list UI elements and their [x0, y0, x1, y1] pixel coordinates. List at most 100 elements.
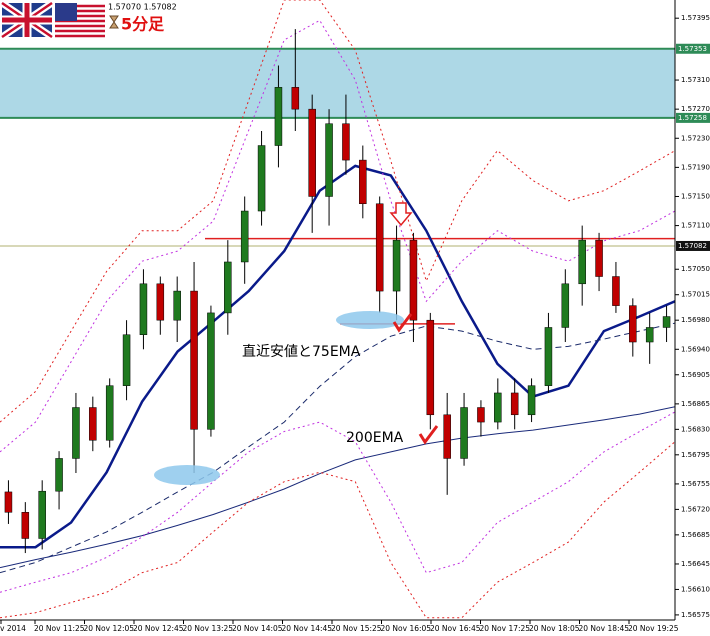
x-tick-label: 20 Nov 13:25: [183, 624, 234, 633]
candle-body: [257, 145, 266, 212]
candle-body: [443, 414, 451, 459]
y-tick-label: 1.57310: [681, 76, 710, 84]
candle-body: [629, 305, 637, 343]
candle-body: [308, 108, 316, 197]
candle-body: [510, 392, 519, 416]
y-tick-label: 1.57110: [681, 222, 710, 230]
candle-body: [342, 123, 350, 161]
y-tick-label: 1.56645: [681, 560, 710, 568]
candle-body: [561, 283, 570, 328]
candle-body: [460, 407, 468, 459]
x-tick-label: v 2014: [0, 624, 26, 633]
x-tick-label: 20 Nov 18:45: [579, 624, 630, 633]
x-tick-label: 20 Nov 14:45: [282, 624, 333, 633]
candle-body: [139, 283, 148, 335]
y-tick-label: 1.57050: [681, 265, 710, 273]
level-label: 1.57353: [678, 45, 707, 53]
indicator-line: [0, 322, 675, 574]
y-tick-label: 1.56865: [681, 400, 710, 408]
us-flag-canton: [55, 3, 77, 21]
current-label: 1.57082: [678, 242, 707, 250]
uk-flag-cross: [2, 3, 52, 37]
candle-body: [325, 123, 333, 197]
y-tick-label: 1.56720: [681, 505, 710, 513]
y-tick-label: 1.56685: [681, 531, 710, 539]
candle-body: [89, 407, 97, 441]
candle-body: [291, 87, 300, 110]
y-tick-label: 1.56575: [681, 611, 710, 619]
us-flag-stripes: [55, 4, 105, 38]
down-arrow: [389, 202, 413, 227]
hourglass-icon: [109, 15, 119, 29]
indicator-line: [0, 0, 675, 423]
annotation: 直近安値と75EMA: [242, 343, 361, 360]
zone: [0, 48, 675, 118]
y-tick-label: 1.57150: [681, 192, 710, 200]
y-tick-label: 1.56980: [681, 316, 710, 324]
candle-body: [544, 327, 553, 386]
y-tick-label: 1.56755: [681, 480, 710, 488]
indicator-line: [0, 406, 675, 569]
current-label-bg: [676, 240, 710, 251]
axes: 1.57353 1.57258 1.57395 1.57310 1.57270 1.572…: [0, 14, 710, 633]
candle-body: [375, 203, 384, 292]
x-tick-label: 20 Nov 16:05: [381, 624, 432, 633]
x-tick-label: 20 Nov 12:05: [84, 624, 135, 633]
indicator-line: [0, 19, 675, 453]
plot-area: [0, 0, 675, 619]
y-tick-label: 1.56905: [681, 371, 710, 379]
indicator-line: [0, 441, 675, 619]
flags: [0, 0, 119, 40]
indicator-line: [0, 164, 675, 549]
candle-body: [224, 261, 232, 314]
candle-body: [359, 159, 367, 205]
quote-text: 1.57070 1.57082: [108, 3, 177, 12]
candle-body: [21, 512, 30, 539]
candle-body: [477, 407, 485, 423]
candle-body: [38, 490, 46, 539]
y-tick-label: 1.57270: [681, 105, 710, 113]
x-tick-label: 20 Nov 18:05: [529, 624, 580, 633]
candle-body: [207, 312, 215, 430]
candle-body: [240, 210, 249, 263]
candle-body: [595, 239, 603, 277]
candle-body: [578, 239, 586, 285]
x-tick-label: 20 Nov 15:25: [331, 624, 382, 633]
x-tick-label: 20 Nov 19:25: [628, 624, 679, 633]
highlight-ellipse: [154, 465, 220, 485]
x-tick-label: 20 Nov 12:45: [133, 624, 184, 633]
level-label-bg: [676, 43, 710, 54]
x-tick-label: 20 Nov 16:45: [430, 624, 481, 633]
candle-body: [494, 392, 502, 423]
y-tick-label: 1.57230: [681, 134, 710, 142]
candle-body: [392, 239, 401, 292]
highlight-ellipse: [336, 311, 404, 329]
candle-body: [426, 319, 435, 416]
check-mark: [392, 313, 413, 333]
y-tick-label: 1.57015: [681, 291, 710, 299]
x-tick-label: 20 Nov 17:25: [480, 624, 531, 633]
y-tick-label: 1.57395: [681, 14, 710, 22]
candle-body: [4, 491, 13, 513]
candle-body: [612, 276, 620, 306]
candle-body: [645, 327, 654, 343]
chart-title: 5分足: [121, 15, 165, 34]
candle-body: [173, 290, 181, 321]
candle-body: [274, 87, 283, 146]
y-tick-label: 1.56610: [681, 585, 710, 593]
candle-body: [156, 283, 165, 321]
candle-body: [190, 290, 198, 430]
x-tick-label: 20 Nov 11:25: [34, 624, 85, 633]
y-tick-label: 1.56940: [681, 345, 710, 353]
candle-body: [662, 316, 671, 328]
candle-body: [55, 458, 63, 492]
candle-body: [122, 334, 131, 386]
candle-body: [527, 385, 536, 416]
check-mark: [418, 425, 439, 445]
level-label: 1.57258: [678, 114, 707, 122]
candle-body: [409, 239, 418, 321]
annotation: 200EMA: [346, 430, 404, 446]
y-tick-label: 1.57190: [681, 163, 710, 171]
candle-body: [72, 407, 80, 459]
